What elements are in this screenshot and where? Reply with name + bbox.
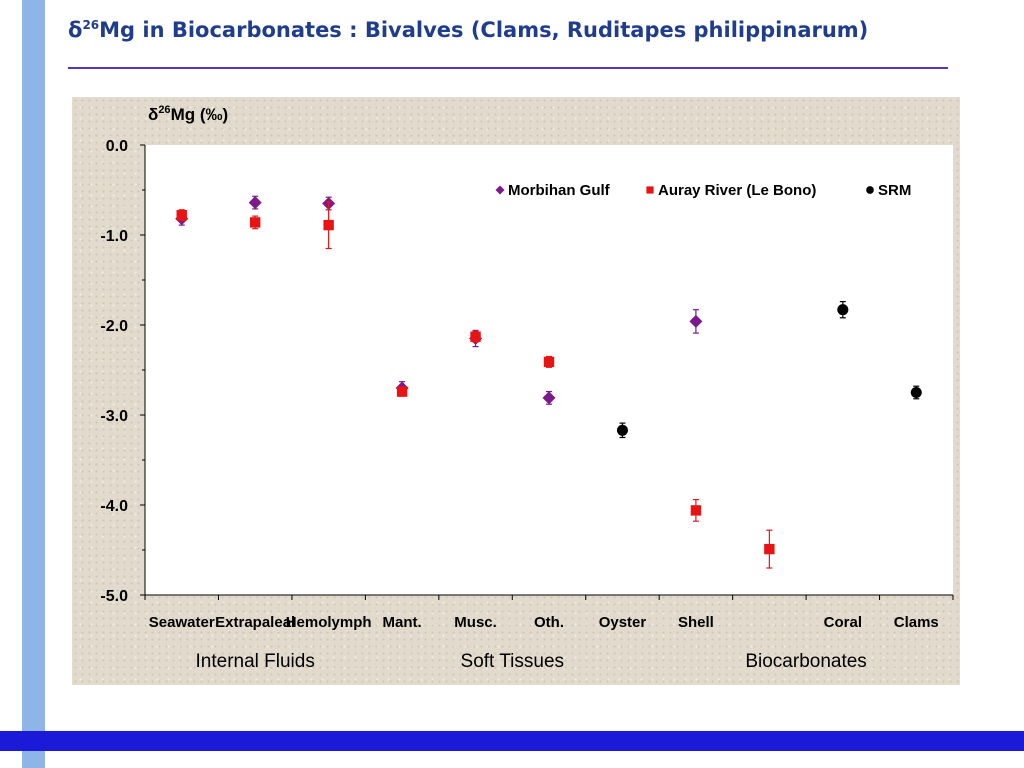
y-tick-label: -2.0: [100, 318, 128, 335]
chart-panel: δ26Mg (‰) 0.0 -1.0 -2.0 -3.0 -4.0 -5.0 Seawat…: [72, 97, 960, 685]
x-tick-label: Hemolymph: [286, 614, 372, 631]
data-point-square: [176, 210, 187, 221]
legend-label: Auray River (Le Bono): [658, 182, 816, 199]
plot-area: [145, 145, 953, 595]
title-text: Mg in Biocarbonates : Bivalves (Clams, R…: [99, 18, 869, 42]
data-point-square: [396, 386, 408, 397]
data-point-square: [764, 543, 775, 555]
y-axis-label-sup: 26: [158, 104, 170, 116]
data-point-circle: [866, 186, 874, 194]
scatter-chart: δ26Mg (‰) 0.0 -1.0 -2.0 -3.0 -4.0 -5.0 Seawat…: [100, 104, 954, 672]
x-tick-label: Clams: [894, 614, 939, 631]
title-underline: [68, 67, 948, 69]
data-point-diamond: [689, 314, 703, 328]
legend-label: SRM: [878, 182, 911, 199]
data-point-square: [323, 219, 334, 231]
y-tick-label: -5.0: [100, 588, 128, 605]
legend-label: Morbihan Gulf: [508, 182, 611, 199]
x-tick-label: Shell: [678, 614, 714, 631]
x-tick-label: Extrapaleal: [215, 614, 295, 631]
x-tick-label: Seawater: [149, 614, 215, 631]
x-tick-label: Oth.: [534, 614, 564, 631]
data-point-diamond: [542, 391, 556, 405]
data-point-square: [646, 186, 654, 194]
title-superscript: 26: [82, 18, 100, 32]
data-point-square: [249, 217, 261, 228]
data-point-circle: [837, 304, 849, 316]
x-tick-label: Coral: [824, 614, 862, 631]
x-tick-label: Musc.: [454, 614, 497, 631]
group-label: Soft Tissues: [461, 651, 565, 672]
y-tick-label: -4.0: [100, 498, 128, 515]
data-point-circle: [910, 386, 922, 399]
data-point-square: [543, 356, 555, 368]
group-label: Biocarbonates: [745, 651, 866, 672]
left-accent-bar: [22, 0, 45, 768]
data-point-diamond: [495, 185, 505, 195]
group-label: Internal Fluids: [196, 651, 315, 672]
slide-title: δ26Mg in Biocarbonates : Bivalves (Clams…: [68, 18, 868, 42]
data-point-square: [690, 505, 702, 516]
legend: Morbihan Gulf Auray River (Le Bono) SRM: [495, 182, 911, 199]
bottom-accent-bar: [0, 731, 1024, 751]
y-tick-label: -3.0: [100, 408, 128, 425]
data-point-diamond: [248, 196, 262, 210]
y-axis-label-delta: δ: [148, 105, 158, 124]
data-point-circle: [616, 424, 628, 436]
title-delta: δ: [68, 18, 83, 42]
x-tick-label: Mant.: [383, 614, 422, 631]
x-tick-label: Oyster: [599, 614, 647, 631]
y-axis-label-text: Mg (‰): [171, 105, 229, 124]
data-point-square: [470, 331, 481, 342]
y-tick-label: -1.0: [100, 228, 128, 245]
y-tick-label: 0.0: [106, 138, 128, 155]
y-axis-label: δ26Mg (‰): [148, 104, 228, 124]
